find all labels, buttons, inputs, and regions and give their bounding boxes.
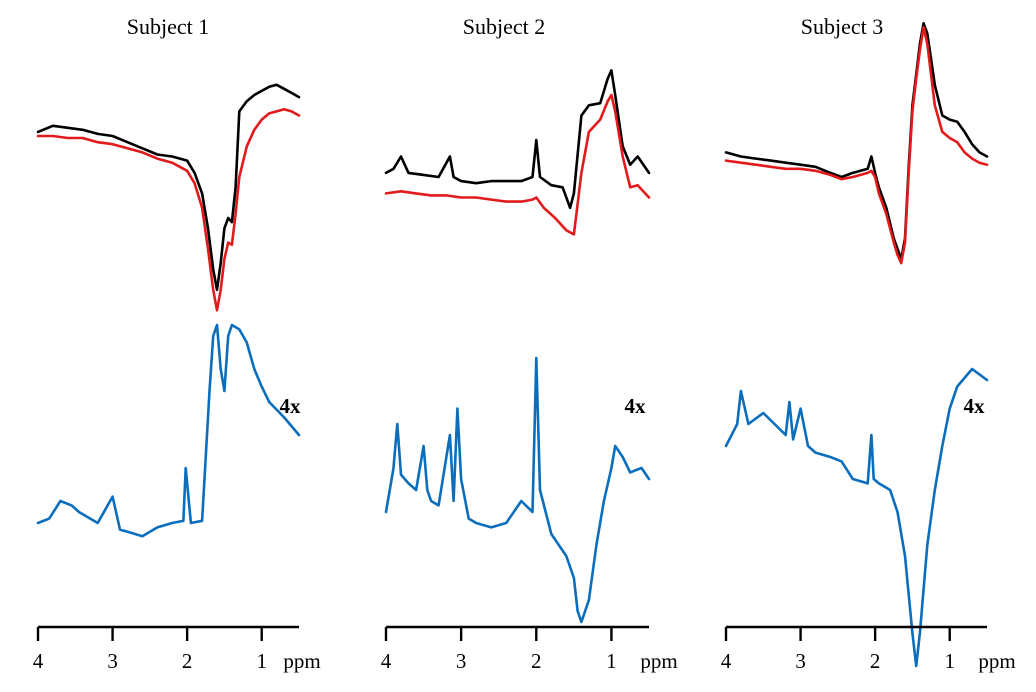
scale-label: 4x bbox=[625, 394, 647, 418]
series-spectrum-b bbox=[724, 25, 989, 265]
panel-traces bbox=[384, 69, 651, 624]
series-difference bbox=[384, 356, 651, 624]
panel-subject-3: Subject 3 4x 4 3 2 1 ppm bbox=[721, 14, 1016, 673]
series-spectrum-a bbox=[36, 83, 301, 292]
panel-title: Subject 1 bbox=[127, 14, 210, 39]
series-spectrum-b bbox=[36, 108, 301, 312]
x-axis-ticks: 4 3 2 1 bbox=[721, 627, 955, 673]
x-axis-ticks: 4 3 2 1 bbox=[33, 627, 267, 673]
x-tick-label: 2 bbox=[531, 649, 542, 673]
panel-title: Subject 2 bbox=[463, 14, 546, 39]
x-tick-label: 4 bbox=[381, 649, 392, 673]
x-tick-label: 3 bbox=[456, 649, 467, 673]
panel-subject-2: Subject 2 4x 4 3 2 1 ppm bbox=[381, 14, 678, 673]
scale-label: 4x bbox=[964, 394, 986, 418]
x-tick-label: 3 bbox=[795, 649, 806, 673]
x-tick-label: 1 bbox=[944, 649, 955, 673]
panel-title: Subject 3 bbox=[801, 14, 884, 39]
x-axis-label: ppm bbox=[283, 649, 320, 673]
x-axis-label: ppm bbox=[640, 649, 677, 673]
scale-label: 4x bbox=[280, 394, 302, 418]
x-tick-label: 3 bbox=[107, 649, 118, 673]
x-tick-label: 2 bbox=[182, 649, 193, 673]
x-tick-label: 2 bbox=[870, 649, 881, 673]
x-tick-label: 4 bbox=[721, 649, 732, 673]
series-difference bbox=[36, 323, 301, 538]
x-tick-label: 1 bbox=[256, 649, 267, 673]
x-tick-label: 1 bbox=[606, 649, 617, 673]
x-axis-ticks: 4 3 2 1 bbox=[381, 627, 617, 673]
series-difference bbox=[724, 367, 989, 668]
panel-subject-1: Subject 1 4x 4 3 2 1 ppm bbox=[33, 14, 321, 673]
panel-traces bbox=[724, 21, 989, 668]
series-spectrum-a bbox=[384, 69, 651, 210]
panel-traces bbox=[36, 83, 301, 538]
x-tick-label: 4 bbox=[33, 649, 44, 673]
x-axis-label: ppm bbox=[978, 649, 1015, 673]
series-spectrum-b bbox=[384, 93, 651, 236]
series-spectrum-a bbox=[724, 21, 989, 261]
